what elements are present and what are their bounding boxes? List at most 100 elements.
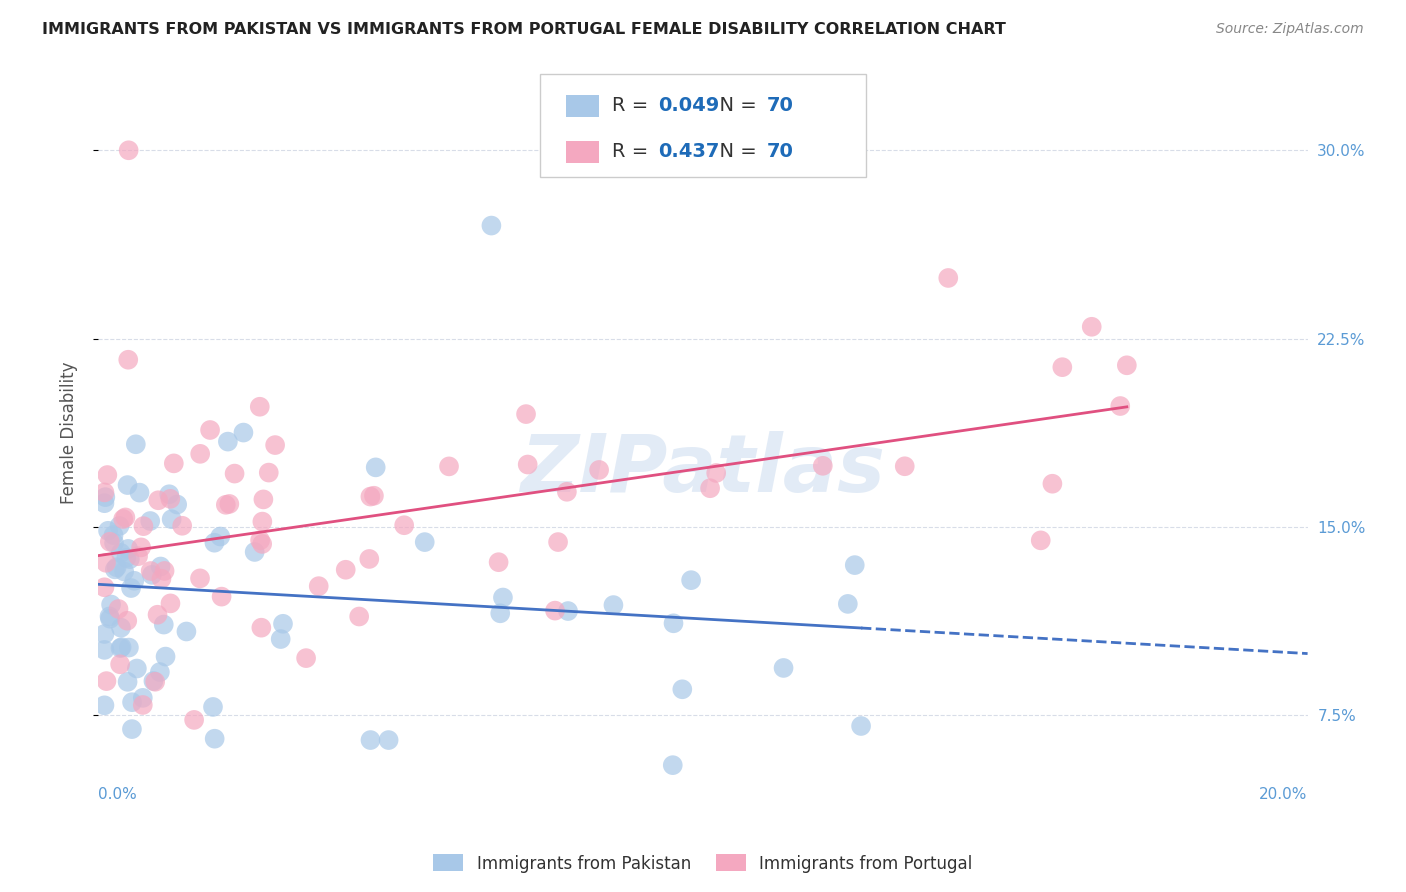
Point <box>188 571 211 585</box>
Point <box>103 536 125 550</box>
Point <box>96 468 118 483</box>
Point <box>143 674 166 689</box>
Point <box>392 518 415 533</box>
Point <box>377 733 399 747</box>
Point <box>250 537 273 551</box>
Point <box>153 564 176 578</box>
Point <box>488 555 510 569</box>
Point <box>103 528 125 542</box>
Point <box>201 700 224 714</box>
Text: 0.049: 0.049 <box>658 95 720 115</box>
Point <box>139 564 162 578</box>
Point <box>100 598 122 612</box>
Text: 20.0%: 20.0% <box>1260 787 1308 802</box>
Point <box>1115 359 1137 373</box>
Point <box>270 632 292 646</box>
Point <box>93 580 115 594</box>
Point <box>121 722 143 736</box>
Legend: Immigrants from Pakistan, Immigrants from Portugal: Immigrants from Pakistan, Immigrants fro… <box>427 847 979 880</box>
Point <box>243 545 266 559</box>
Point <box>1109 399 1132 413</box>
Point <box>93 485 115 500</box>
Point <box>359 552 381 566</box>
Point <box>437 459 460 474</box>
Point <box>811 458 834 473</box>
Point <box>160 512 183 526</box>
Point <box>849 719 872 733</box>
Point <box>772 661 794 675</box>
Point <box>188 447 211 461</box>
Point <box>257 466 280 480</box>
Point <box>117 541 139 556</box>
Point <box>98 612 121 626</box>
Point <box>481 219 503 233</box>
Point <box>117 614 139 628</box>
Point <box>547 535 569 549</box>
Point <box>557 604 579 618</box>
Point <box>117 674 139 689</box>
Point <box>125 437 148 451</box>
Point <box>166 498 188 512</box>
Point <box>155 649 177 664</box>
Point <box>132 698 155 712</box>
Point <box>129 541 152 555</box>
Point <box>215 498 238 512</box>
Point <box>93 496 115 510</box>
Point <box>110 546 132 560</box>
Point <box>183 713 205 727</box>
Point <box>308 579 330 593</box>
Text: 0.437: 0.437 <box>658 142 720 161</box>
Point <box>108 657 131 672</box>
Point <box>837 597 859 611</box>
Text: R =: R = <box>613 142 655 161</box>
Y-axis label: Female Disability: Female Disability <box>59 361 77 504</box>
Point <box>271 616 294 631</box>
Point <box>844 558 866 573</box>
Point <box>96 674 118 689</box>
Point <box>146 607 169 622</box>
Point <box>211 590 233 604</box>
Point <box>159 596 181 610</box>
Point <box>295 651 318 665</box>
Point <box>132 690 155 705</box>
Point <box>1042 476 1064 491</box>
Point <box>364 460 387 475</box>
Point <box>120 581 142 595</box>
Point <box>218 497 240 511</box>
Point <box>176 624 198 639</box>
Point <box>127 549 149 564</box>
Point <box>704 466 727 480</box>
Point <box>489 607 512 621</box>
Text: Source: ZipAtlas.com: Source: ZipAtlas.com <box>1216 22 1364 37</box>
Point <box>335 563 357 577</box>
Point <box>515 407 537 421</box>
Point <box>125 661 148 675</box>
Point <box>149 665 172 679</box>
Point <box>141 567 163 582</box>
Point <box>112 565 135 579</box>
Point <box>98 609 121 624</box>
Point <box>516 458 538 472</box>
Point <box>110 621 132 635</box>
Point <box>217 434 239 449</box>
Point <box>359 490 381 504</box>
Point <box>118 640 141 655</box>
Point <box>93 627 115 641</box>
Point <box>198 423 221 437</box>
Point <box>93 698 115 713</box>
Point <box>252 515 274 529</box>
Text: N =: N = <box>707 142 762 161</box>
Point <box>152 617 174 632</box>
Point <box>118 143 141 157</box>
Point <box>544 604 567 618</box>
Point <box>602 598 624 612</box>
Point <box>492 591 515 605</box>
Point <box>671 682 693 697</box>
Point <box>94 490 117 504</box>
Point <box>112 512 135 526</box>
Point <box>360 733 382 747</box>
Point <box>347 609 370 624</box>
Point <box>681 573 703 587</box>
Point <box>224 467 246 481</box>
Point <box>107 602 129 616</box>
